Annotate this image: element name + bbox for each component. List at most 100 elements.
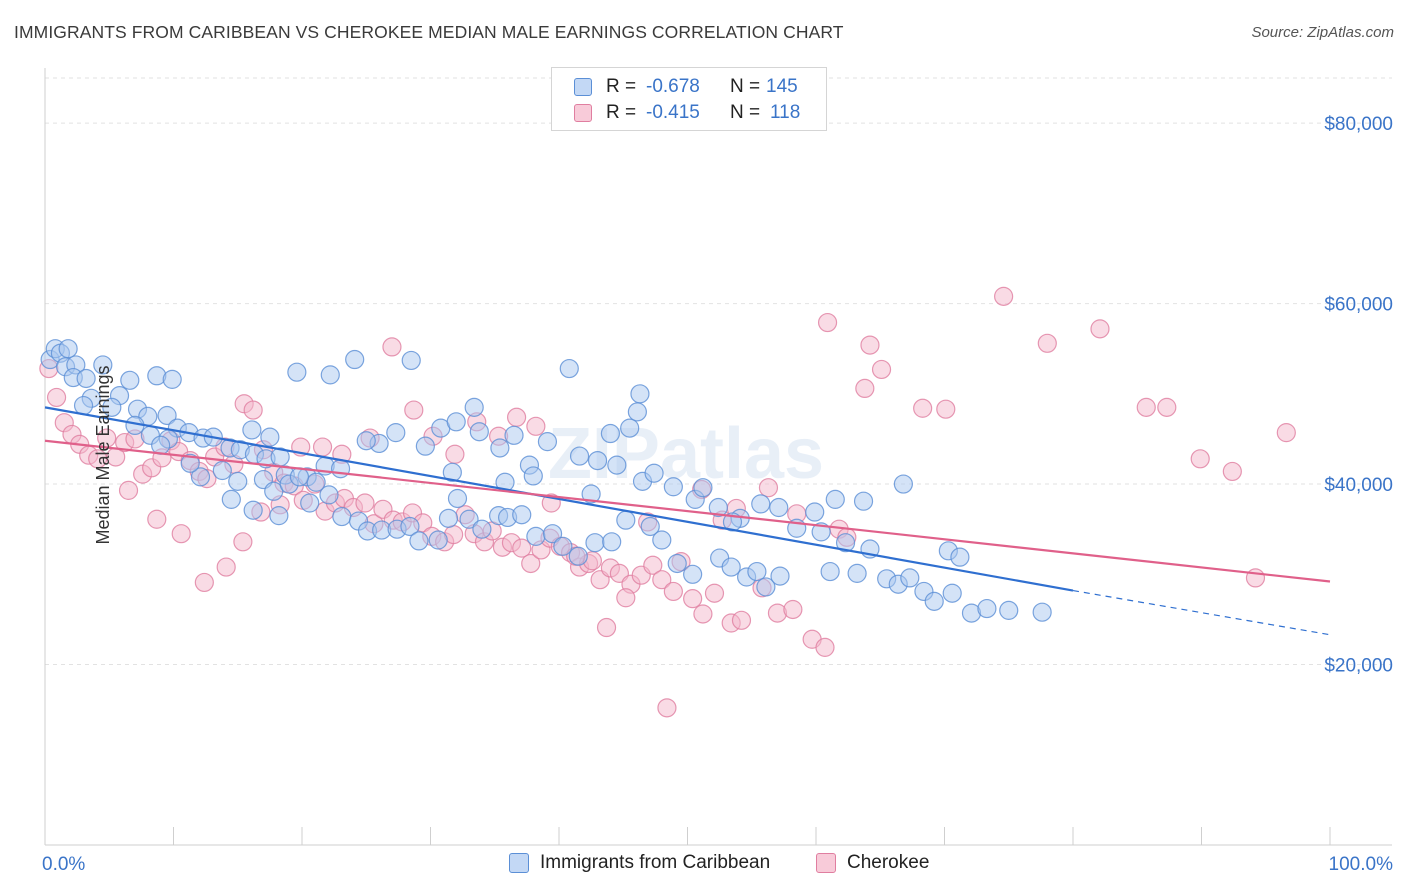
caribbean-point — [428, 530, 448, 550]
caribbean-point — [542, 524, 563, 544]
cherokee-point — [596, 617, 617, 638]
caribbean-point — [568, 546, 588, 566]
x-tick-label: 100.0% — [1329, 854, 1394, 875]
cherokee-point — [731, 610, 752, 630]
caribbean-point — [602, 532, 622, 552]
caribbean-trend-extension — [1072, 589, 1331, 636]
caribbean-point — [289, 467, 310, 487]
watermark: ZIPatlas — [548, 414, 824, 494]
y-tick-label: $60,000 — [1324, 295, 1393, 316]
caribbean-point — [853, 491, 874, 511]
cherokee-point — [355, 493, 375, 513]
cherokee-point — [1037, 333, 1057, 353]
caribbean-point — [847, 563, 867, 583]
r-label: R = — [606, 76, 637, 97]
caribbean-point — [769, 497, 789, 518]
cherokee-point — [704, 583, 725, 603]
caribbean-point — [300, 493, 320, 513]
cherokee-point — [233, 532, 253, 552]
n-value: 118 — [770, 102, 801, 123]
caribbean-swatch — [509, 853, 529, 873]
cherokee-point — [815, 637, 835, 657]
caribbean-point — [243, 500, 263, 520]
caribbean-point — [559, 358, 579, 379]
cherokee-point — [445, 444, 465, 464]
y-tick-label: $20,000 — [1324, 656, 1393, 677]
caribbean-point — [320, 365, 340, 385]
caribbean-point — [330, 459, 351, 479]
caribbean-point — [644, 463, 664, 483]
caribbean-point — [442, 462, 462, 482]
caribbean-point — [770, 566, 790, 586]
caribbean-point — [438, 508, 459, 528]
cherokee-point — [171, 524, 191, 544]
caribbean-point — [269, 506, 289, 526]
caribbean-point — [93, 355, 113, 375]
cherokee-swatch — [574, 104, 592, 122]
x-tick-label: 0.0% — [42, 854, 85, 875]
caribbean-point — [228, 471, 248, 491]
cherokee-point — [693, 604, 713, 624]
grid — [45, 77, 1392, 666]
caribbean-point — [820, 561, 840, 582]
caribbean-point — [627, 402, 647, 422]
caribbean-point — [401, 350, 421, 371]
r-label: R = — [606, 102, 637, 123]
caribbean-point — [950, 547, 970, 567]
cherokee-point — [382, 337, 402, 357]
caribbean-point — [581, 484, 601, 504]
n-value: 145 — [766, 76, 798, 97]
cherokee-point — [683, 589, 703, 609]
caribbean-point — [537, 432, 558, 452]
cherokee-point — [860, 335, 880, 355]
caribbean-point — [400, 516, 420, 537]
caribbean-swatch — [574, 78, 592, 96]
caribbean-point — [630, 384, 650, 404]
cherokee-point — [521, 553, 541, 574]
caribbean-point — [73, 395, 94, 416]
cherokee-point — [216, 557, 236, 577]
caribbean-point — [587, 450, 608, 471]
caribbean-point — [319, 485, 339, 505]
cherokee-point — [855, 378, 875, 399]
caribbean-point — [893, 474, 913, 494]
caribbean-point — [345, 349, 365, 370]
caribbean-point — [616, 510, 636, 530]
caribbean-point — [242, 420, 262, 440]
axes — [44, 68, 1392, 846]
caribbean-point — [512, 505, 532, 525]
caribbean-point — [523, 466, 543, 486]
caribbean-point — [180, 453, 200, 473]
cherokee-point — [243, 400, 263, 420]
caribbean-point — [747, 561, 767, 582]
caribbean-point — [386, 423, 406, 443]
caribbean-point — [469, 422, 489, 442]
cherokee-point — [1090, 319, 1110, 339]
cherokee-point — [1190, 449, 1210, 469]
caribbean-point — [620, 418, 640, 438]
caribbean-point — [900, 568, 920, 588]
caribbean-point — [447, 488, 468, 509]
cherokee-point — [312, 437, 333, 457]
chart-title: IMMIGRANTS FROM CARIBBEAN VS CHEROKEE ME… — [14, 22, 844, 42]
r-value: -0.415 — [646, 102, 700, 123]
n-label: N = — [730, 76, 761, 97]
cherokee-point — [817, 312, 838, 333]
cherokee-point — [643, 555, 663, 575]
cherokee-point — [657, 698, 677, 718]
cherokee-point — [526, 416, 546, 436]
n-label: N = — [730, 102, 761, 123]
caribbean-point — [721, 557, 741, 577]
cherokee-point — [194, 572, 214, 593]
caribbean-point — [977, 598, 997, 619]
caribbean-point — [825, 489, 845, 509]
cherokee-swatch — [816, 853, 836, 873]
caribbean-point — [811, 522, 831, 542]
cherokee-point — [1136, 397, 1156, 417]
cherokee-point — [783, 599, 803, 620]
stats-legend: R = -0.678 N = 145 R = -0.415 N = 118 — [551, 67, 827, 131]
caribbean-point — [306, 472, 326, 492]
caribbean-point — [708, 497, 728, 518]
caribbean-point — [76, 368, 96, 389]
